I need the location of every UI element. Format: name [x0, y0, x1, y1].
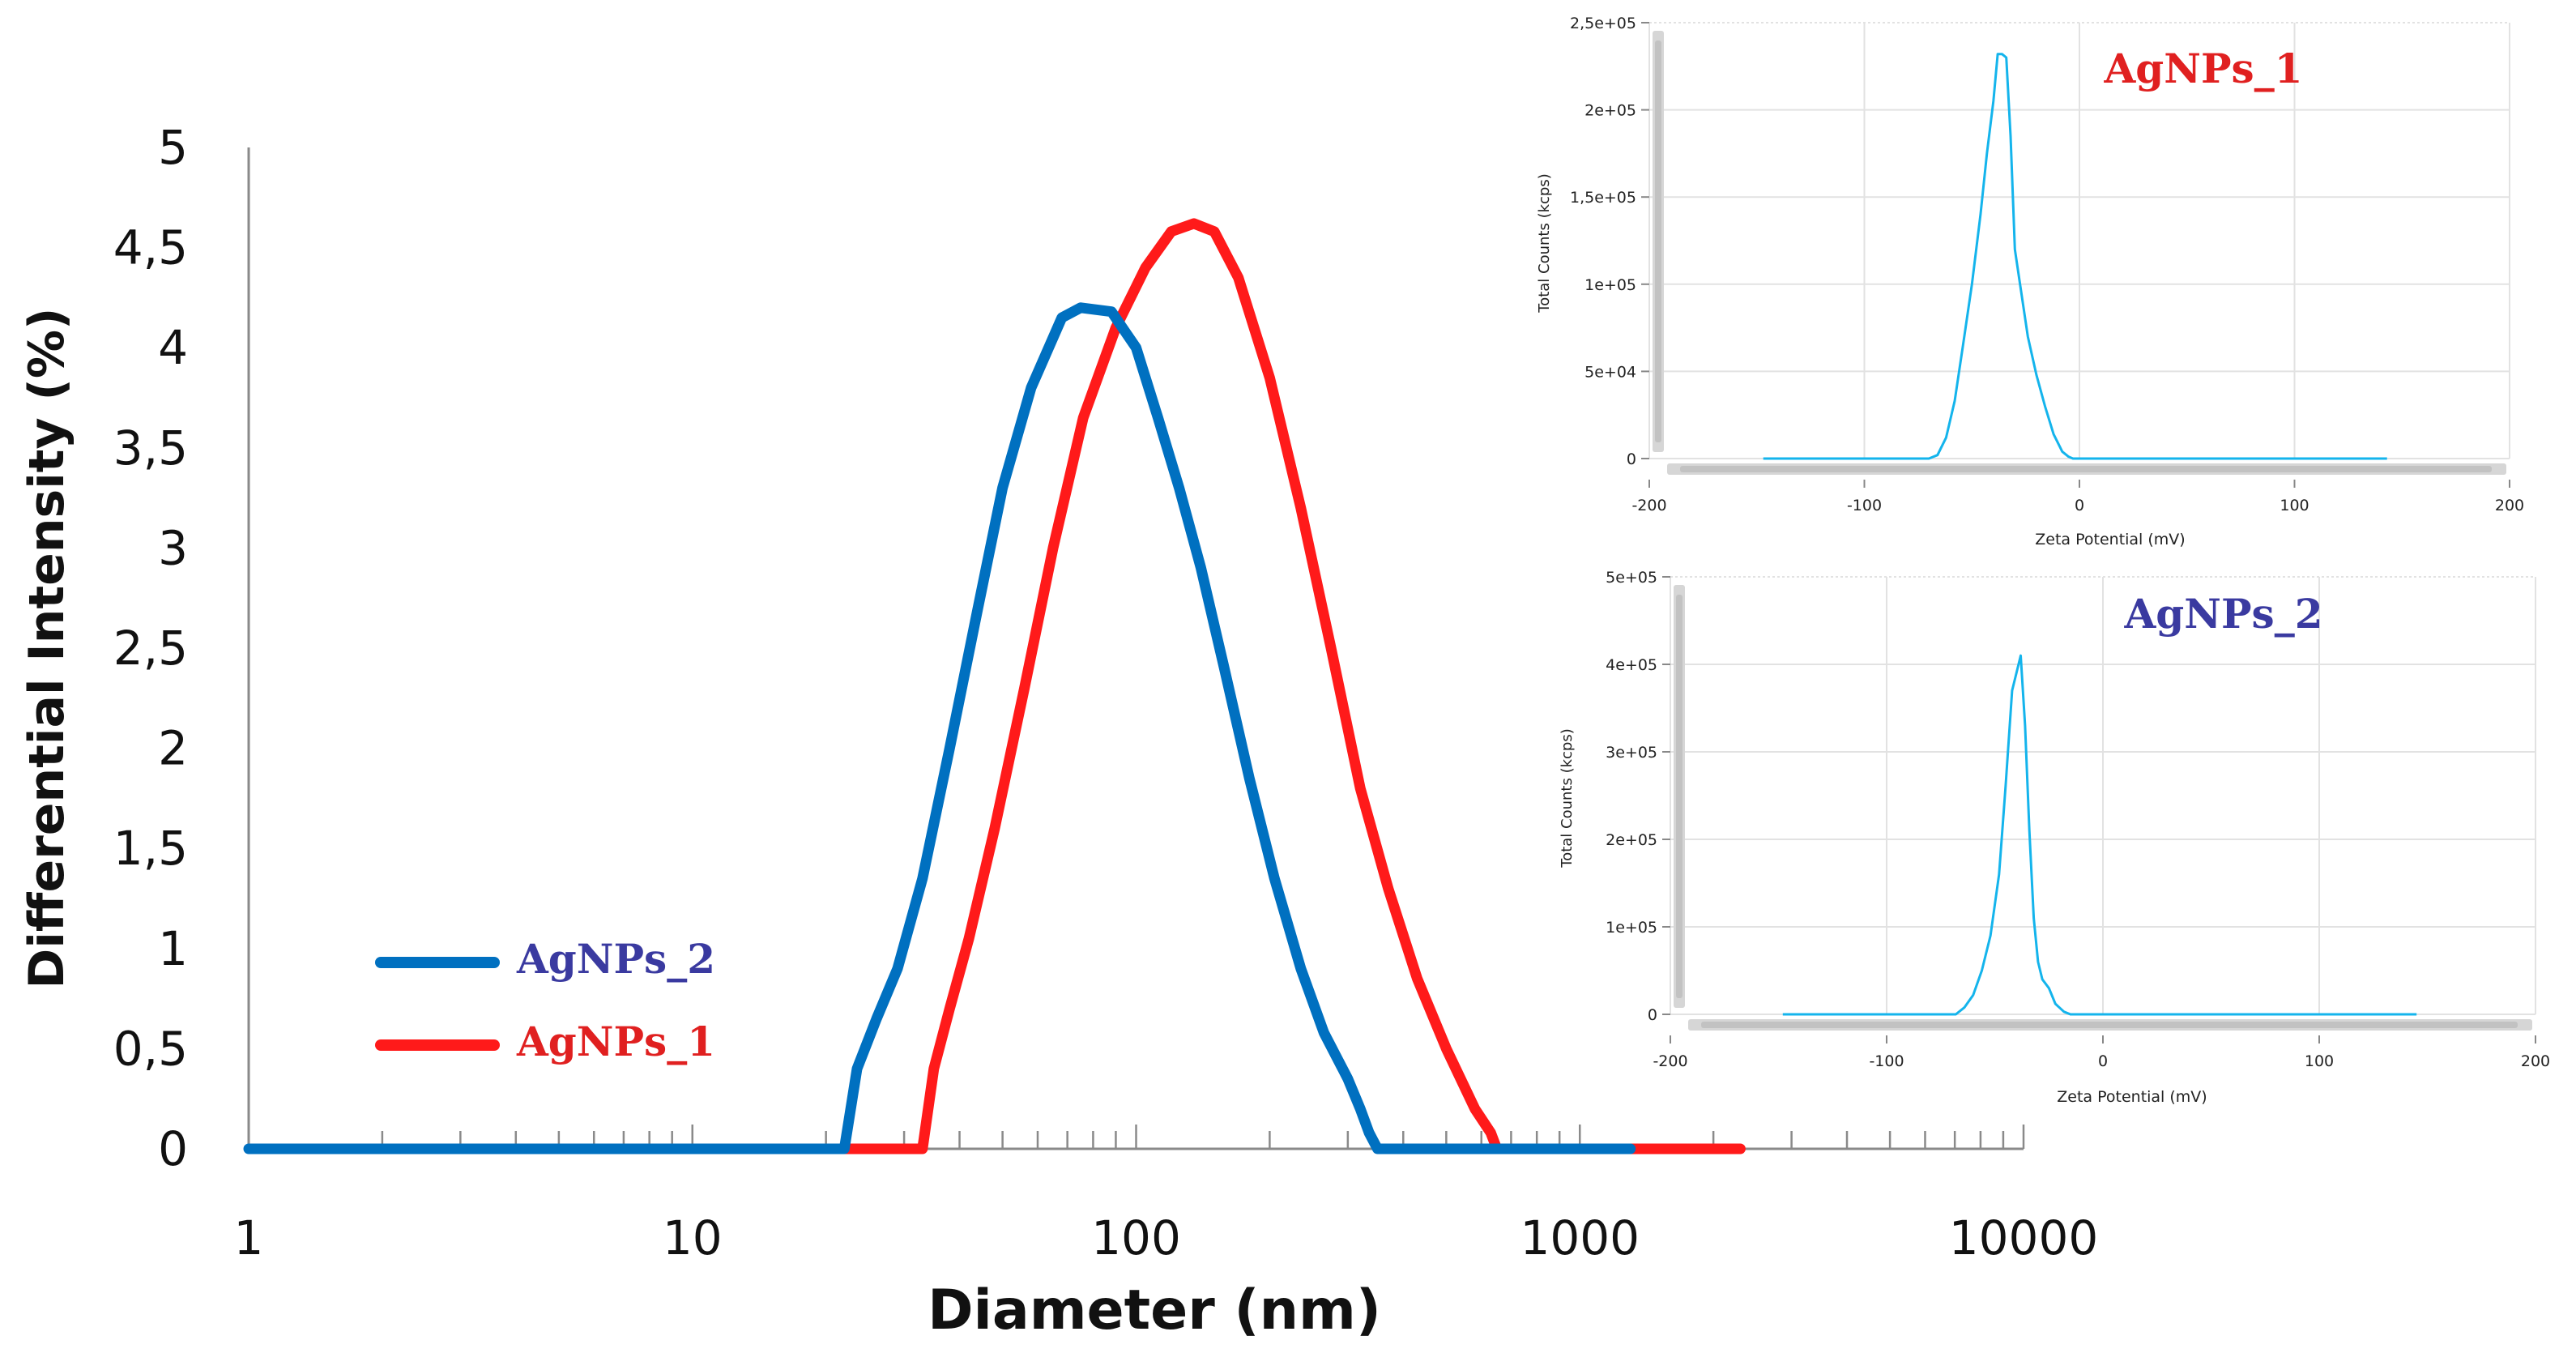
legend: AgNPs_2 AgNPs_1 [375, 935, 715, 1065]
inset2-x-axis-label: Zeta Potential (mV) [2057, 1088, 2207, 1106]
inset1-y-axis-label: Total Counts (kcps) [1536, 173, 1553, 313]
series-line-agnps-2 [243, 302, 1636, 1154]
inset1-x-tick-label: -100 [1847, 497, 1882, 514]
main-series [243, 218, 1746, 1154]
inset1-y-tick-label: 1,5e+05 [1570, 189, 1636, 207]
inset2-x-tick-label: 100 [2305, 1052, 2334, 1070]
inset2-y-tick-label: 5e+05 [1606, 569, 1657, 587]
inset1-y-tick-label: 5e+04 [1584, 363, 1636, 381]
inset1-y-tick-label: 2e+05 [1584, 102, 1636, 120]
main-x-tick-label: 100 [1091, 1210, 1181, 1265]
main-y-tick-label: 5 [158, 120, 188, 175]
inset2-h-scrollbar-thumb [1701, 1022, 2518, 1028]
inset2-x-tick-label: 200 [2521, 1052, 2550, 1070]
inset1-y-tick-label: 2,5e+05 [1570, 15, 1636, 32]
inset1-y-tick-label: 1e+05 [1584, 276, 1636, 294]
main-x-axis-label: Diameter (nm) [928, 1278, 1381, 1342]
inset2-x-tick-label: -200 [1653, 1052, 1687, 1070]
inset2-y-tick-label: 4e+05 [1606, 656, 1657, 674]
main-y-tick-label: 0,5 [113, 1021, 188, 1076]
inset1-title: AgNPs_1 [2104, 45, 2303, 92]
legend-label-agnps2: AgNPs_2 [516, 935, 715, 983]
inset1-series [1763, 53, 2387, 460]
inset2-y-tick-label: 2e+05 [1606, 831, 1657, 849]
inset1-grid [1641, 22, 2510, 488]
main-y-tick-label: 2 [158, 721, 188, 776]
inset2-x-tick-label: 0 [2098, 1052, 2108, 1070]
main-y-tick-label: 3,5 [113, 420, 188, 476]
main-y-tick-label: 3 [158, 520, 188, 575]
inset1-x-tick-label: -200 [1631, 497, 1666, 514]
inset1-x-tick-label: 200 [2495, 497, 2524, 514]
main-x-tick-label: 1000 [1520, 1210, 1640, 1265]
series-line-agnps-1 [838, 218, 1746, 1154]
inset2-series [1782, 654, 2417, 1016]
legend-label-agnps1: AgNPs_1 [516, 1018, 715, 1065]
inset1-series-line [1763, 53, 2387, 460]
inset1-x-tick-label: 0 [2075, 497, 2084, 514]
main-x-tick-label: 10000 [1949, 1210, 2099, 1265]
main-y-tick-label: 4,5 [113, 220, 188, 275]
main-y-tick-labels: 0 0,5 1 1,5 2 2,5 3 3,5 4 4,5 5 [113, 120, 188, 1176]
main-chart: 0 0,5 1 1,5 2 2,5 3 3,5 4 4,5 5 1 10 100 1000 10000 Di… [19, 120, 2098, 1342]
main-y-tick-label: 1 [158, 921, 188, 976]
main-y-tick-label: 1,5 [113, 821, 188, 876]
zeta-inset-agnps2: 0 1e+05 2e+05 3e+05 4e+05 5e+05 -200 -100 0 100 20… [1559, 569, 2550, 1106]
inset2-title: AgNPs_2 [2124, 590, 2323, 638]
inset1-x-tick-label: 100 [2280, 497, 2309, 514]
main-y-tick-label: 0 [158, 1121, 188, 1176]
inset2-y-tick-label: 0 [1648, 1006, 1657, 1024]
inset2-y-tick-label: 3e+05 [1606, 744, 1657, 762]
inset2-y-tick-label: 1e+05 [1606, 919, 1657, 937]
inset2-v-scrollbar-thumb [1676, 595, 1683, 998]
inset2-tick-labels: 0 1e+05 2e+05 3e+05 4e+05 5e+05 -200 -100 0 100 20… [1606, 569, 2550, 1070]
inset2-x-tick-label: -100 [1869, 1052, 1904, 1070]
inset1-v-scrollbar-thumb [1655, 41, 1661, 442]
main-y-tick-label: 2,5 [113, 621, 188, 676]
inset1-tick-labels: 0 5e+04 1e+05 1,5e+05 2e+05 2,5e+05 -200 -100 0 1… [1570, 15, 2524, 514]
inset1-x-axis-label: Zeta Potential (mV) [2035, 531, 2185, 548]
main-y-axis-label: Differential Intensity (%) [19, 308, 75, 989]
inset1-y-tick-label: 0 [1627, 450, 1636, 468]
inset2-y-axis-label: Total Counts (kcps) [1559, 728, 1576, 868]
main-y-tick-label: 4 [158, 320, 188, 375]
main-x-tick-labels: 1 10 100 1000 10000 [234, 1210, 2099, 1265]
inset2-series-line [1782, 654, 2417, 1016]
main-x-tick-label: 10 [663, 1210, 723, 1265]
main-x-tick-label: 1 [234, 1210, 264, 1265]
inset1-h-scrollbar-thumb [1680, 466, 2492, 472]
inset2-grid [1662, 576, 2536, 1044]
zeta-inset-agnps1: 0 5e+04 1e+05 1,5e+05 2e+05 2,5e+05 -200 -100 0 1… [1536, 15, 2524, 548]
